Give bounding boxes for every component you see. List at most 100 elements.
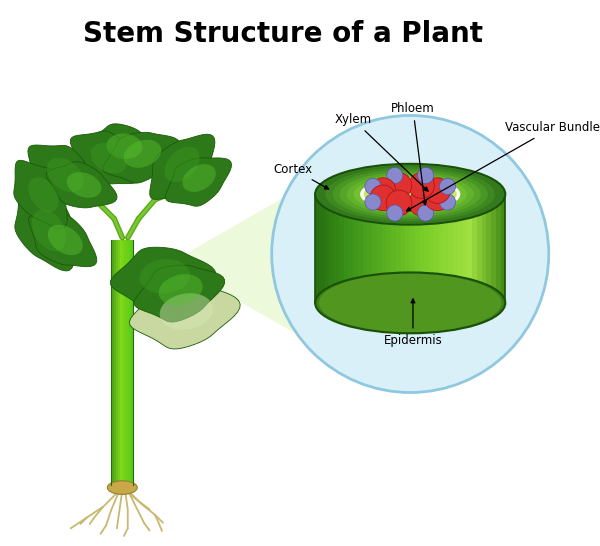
Text: Vascular Bundle: Vascular Bundle	[406, 121, 600, 211]
Polygon shape	[439, 194, 443, 303]
Circle shape	[439, 194, 455, 210]
Polygon shape	[482, 194, 486, 303]
Polygon shape	[166, 158, 232, 206]
Polygon shape	[491, 194, 496, 303]
Polygon shape	[358, 194, 362, 303]
Polygon shape	[339, 194, 344, 303]
Ellipse shape	[395, 189, 425, 199]
Polygon shape	[496, 194, 500, 303]
Polygon shape	[112, 240, 113, 485]
Polygon shape	[32, 210, 66, 251]
Polygon shape	[500, 194, 505, 303]
Text: Stem Structure of a Plant: Stem Structure of a Plant	[83, 20, 482, 49]
Polygon shape	[401, 194, 406, 303]
Polygon shape	[46, 162, 117, 208]
Polygon shape	[118, 240, 120, 485]
Polygon shape	[124, 140, 161, 168]
Polygon shape	[463, 194, 467, 303]
Ellipse shape	[107, 481, 137, 494]
Ellipse shape	[315, 164, 505, 224]
Polygon shape	[334, 194, 339, 303]
Polygon shape	[434, 194, 439, 303]
Polygon shape	[391, 194, 396, 303]
Polygon shape	[415, 194, 420, 303]
Circle shape	[272, 115, 549, 393]
Polygon shape	[110, 247, 216, 311]
Text: Xylem: Xylem	[335, 113, 428, 191]
Circle shape	[370, 185, 396, 211]
Polygon shape	[458, 194, 463, 303]
Polygon shape	[320, 194, 325, 303]
Ellipse shape	[319, 274, 502, 332]
Ellipse shape	[361, 179, 460, 210]
Polygon shape	[48, 225, 83, 255]
Polygon shape	[67, 172, 101, 198]
Polygon shape	[160, 293, 213, 330]
Polygon shape	[406, 194, 410, 303]
Ellipse shape	[315, 272, 505, 333]
Ellipse shape	[340, 171, 481, 217]
Ellipse shape	[319, 165, 502, 223]
Polygon shape	[113, 240, 116, 485]
Polygon shape	[420, 194, 424, 303]
Polygon shape	[14, 161, 67, 228]
Polygon shape	[410, 194, 415, 303]
Polygon shape	[367, 194, 372, 303]
Polygon shape	[91, 143, 127, 174]
Polygon shape	[116, 240, 118, 485]
Ellipse shape	[347, 174, 474, 215]
Polygon shape	[362, 194, 367, 303]
Ellipse shape	[353, 176, 467, 212]
Polygon shape	[429, 194, 434, 303]
Polygon shape	[28, 177, 59, 212]
Polygon shape	[353, 194, 358, 303]
Polygon shape	[424, 194, 429, 303]
Polygon shape	[85, 124, 160, 171]
Polygon shape	[386, 194, 391, 303]
Ellipse shape	[364, 179, 457, 209]
Polygon shape	[130, 282, 240, 349]
Ellipse shape	[374, 183, 446, 206]
Polygon shape	[448, 194, 453, 303]
Ellipse shape	[332, 169, 488, 219]
Circle shape	[386, 173, 412, 198]
Ellipse shape	[388, 187, 432, 201]
Polygon shape	[150, 134, 215, 199]
Polygon shape	[443, 194, 448, 303]
Ellipse shape	[382, 185, 439, 204]
Ellipse shape	[367, 181, 453, 208]
Polygon shape	[182, 164, 216, 192]
Circle shape	[365, 179, 381, 194]
Text: Epidermis: Epidermis	[383, 299, 442, 347]
Polygon shape	[107, 134, 142, 159]
Circle shape	[409, 190, 434, 216]
Polygon shape	[134, 265, 224, 322]
Polygon shape	[349, 194, 353, 303]
Polygon shape	[477, 194, 482, 303]
Polygon shape	[120, 240, 122, 485]
Polygon shape	[315, 194, 320, 303]
Circle shape	[425, 178, 450, 204]
Polygon shape	[329, 194, 334, 303]
Circle shape	[409, 173, 434, 198]
Polygon shape	[127, 240, 129, 485]
Circle shape	[386, 190, 412, 216]
Polygon shape	[15, 188, 74, 271]
Circle shape	[370, 178, 396, 204]
Polygon shape	[396, 194, 401, 303]
Polygon shape	[139, 259, 190, 294]
Polygon shape	[70, 131, 142, 184]
Polygon shape	[382, 194, 386, 303]
Ellipse shape	[326, 167, 495, 221]
Polygon shape	[372, 194, 377, 303]
Text: Phloem: Phloem	[391, 102, 435, 205]
Polygon shape	[164, 147, 200, 182]
Circle shape	[386, 205, 403, 221]
Polygon shape	[29, 213, 97, 266]
Polygon shape	[467, 194, 472, 303]
Polygon shape	[47, 158, 83, 192]
Polygon shape	[124, 240, 127, 485]
Circle shape	[418, 168, 434, 183]
Polygon shape	[129, 240, 131, 485]
Polygon shape	[344, 194, 349, 303]
